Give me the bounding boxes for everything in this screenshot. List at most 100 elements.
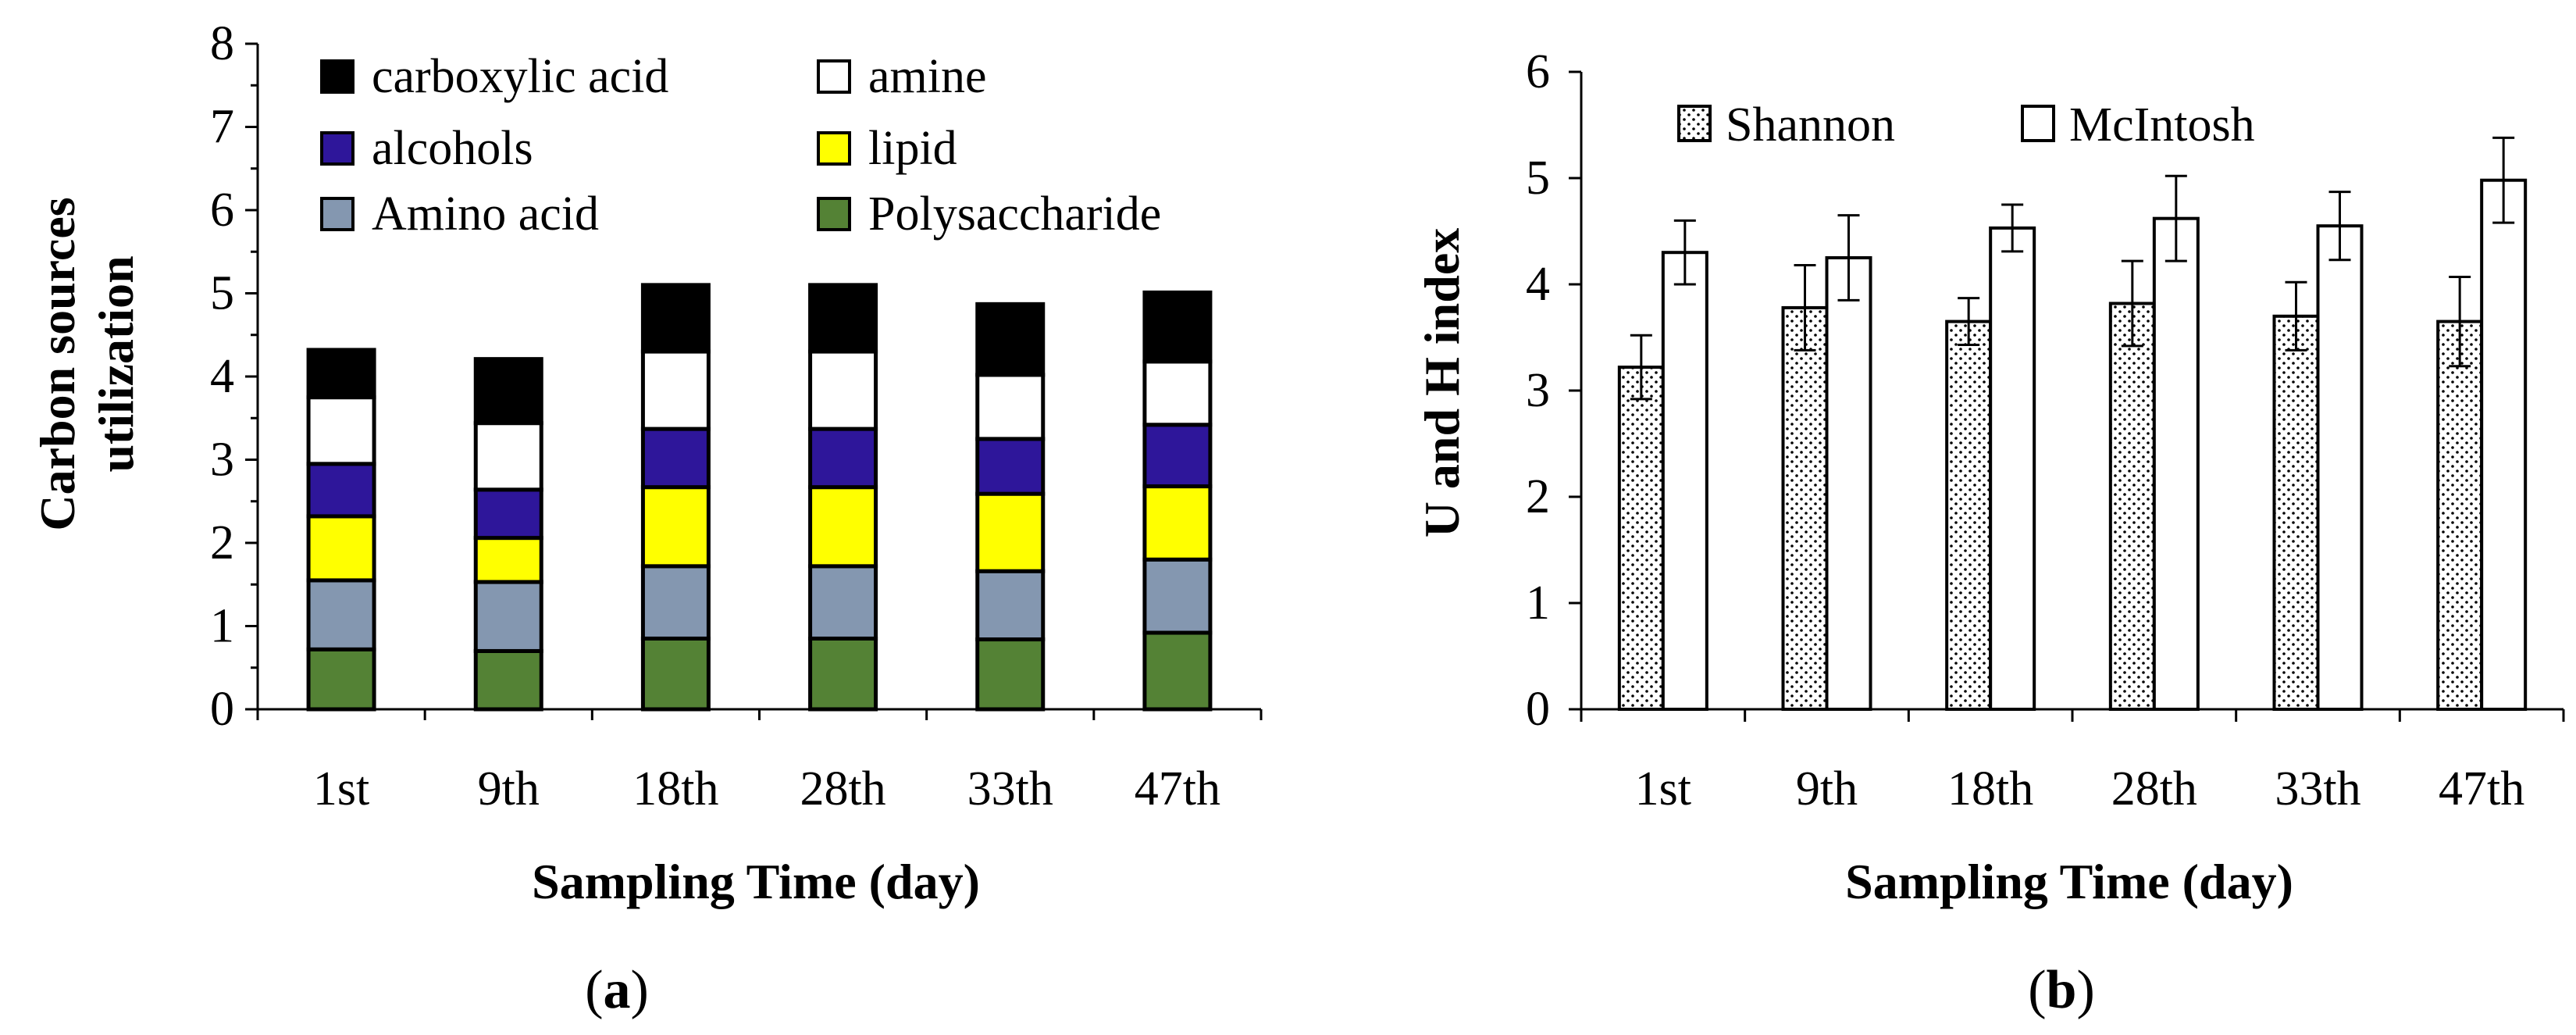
- chart-b-xtick-label: 28th: [2111, 762, 2197, 816]
- legend-label-amine: amine: [868, 50, 987, 103]
- legend-swatch-lipid: [817, 131, 851, 166]
- chart-a-xtick-label: 28th: [800, 762, 885, 816]
- chart-a-panel-label: (a): [585, 960, 649, 1020]
- bar-polysaccharide-47th: [1142, 630, 1213, 712]
- chart-b-xtick-label: 33th: [2275, 762, 2360, 816]
- bar-shannon-28th: [2108, 302, 2156, 712]
- legend-label-lipid: lipid: [868, 122, 957, 175]
- chart-b-ytick-label: 1: [1526, 576, 1550, 630]
- chart-b-ytick-label: 4: [1526, 258, 1550, 311]
- bar-amino-acid-1st: [306, 578, 376, 651]
- bar-amine-9th: [473, 421, 543, 492]
- legend-label-alcohols: alcohols: [372, 122, 533, 175]
- bar-amino-acid-33th: [975, 569, 1046, 642]
- chart-a-ylabel-line1: Carbon sources: [30, 197, 85, 530]
- chart-b-ylabel: U and H index: [1414, 228, 1470, 538]
- bar-amine-33th: [975, 373, 1046, 441]
- chart-b: 0 1 2 3 4 5 6 1st 9th 18th 28th 33th 47th Shannon Mc…: [1414, 45, 2565, 1020]
- legend-label-mcintosh: McIntosh: [2069, 98, 2255, 152]
- bar-shannon-33th: [2272, 314, 2320, 711]
- chart-a: 0 1 2 3 4 5 6 7 8 1st 9th 18th 28th 33th 47th carboxy…: [30, 17, 1263, 1020]
- bar-carboxylic-acid-47th: [1142, 290, 1213, 364]
- chart-b-xtick-label: 1st: [1635, 762, 1691, 816]
- chart-b-legend: Shannon McIntosh: [1677, 98, 2255, 152]
- bar-shannon-18th: [1945, 319, 1993, 711]
- bar-alcohols-18th: [640, 426, 711, 490]
- legend-swatch-polysaccharide: [817, 197, 851, 231]
- bar-shannon-1st: [1617, 366, 1665, 711]
- chart-a-xtick-label: 47th: [1135, 762, 1220, 816]
- bar-carboxylic-acid-28th: [808, 283, 878, 354]
- chart-a-ytick-label: 8: [210, 17, 234, 70]
- legend-swatch-shannon: [1677, 105, 1712, 142]
- bar-polysaccharide-1st: [306, 647, 376, 712]
- bar-mcintosh-33th: [2316, 224, 2364, 711]
- chart-b-xtick-label: 47th: [2439, 762, 2524, 816]
- bar-shannon-9th: [1781, 305, 1829, 712]
- chart-a-xtick-label: 33th: [967, 762, 1053, 816]
- chart-b-error-bars: [1630, 136, 2515, 401]
- bar-lipid-47th: [1142, 484, 1213, 562]
- chart-b-ytick-label: 2: [1526, 470, 1550, 523]
- chart-b-xtick-label: 9th: [1796, 762, 1858, 816]
- bar-lipid-28th: [808, 485, 878, 569]
- bar-mcintosh-47th: [2480, 178, 2528, 712]
- chart-b-xtick-label: 18th: [1947, 762, 2033, 816]
- bar-alcohols-28th: [808, 426, 878, 490]
- bar-amine-1st: [306, 395, 376, 466]
- chart-a-ytick-label: 2: [210, 516, 234, 569]
- chart-a-ytick-label: 1: [210, 600, 234, 653]
- bar-amine-18th: [640, 349, 711, 431]
- bar-amino-acid-9th: [473, 580, 543, 653]
- legend-swatch-carboxylic-acid: [320, 59, 355, 94]
- bar-lipid-9th: [473, 536, 543, 584]
- bar-lipid-18th: [640, 485, 711, 569]
- chart-a-bars: [306, 283, 1213, 712]
- bar-carboxylic-acid-1st: [306, 348, 376, 400]
- chart-a-ytick-label: 3: [210, 434, 234, 487]
- chart-a-ytick-label: 7: [210, 101, 234, 154]
- legend-swatch-amino-acid: [320, 197, 355, 231]
- legend-label-shannon: Shannon: [1726, 98, 1895, 152]
- bar-alcohols-33th: [975, 437, 1046, 496]
- bar-alcohols-9th: [473, 487, 543, 541]
- bar-amino-acid-18th: [640, 564, 711, 641]
- chart-a-ytick-label: 4: [210, 350, 234, 403]
- bar-mcintosh-18th: [1989, 226, 2036, 712]
- bar-amino-acid-28th: [808, 564, 878, 641]
- chart-a-ytick-label: 6: [210, 184, 234, 237]
- bar-carboxylic-acid-9th: [473, 357, 543, 426]
- bar-mcintosh-9th: [1825, 256, 1872, 711]
- legend-label-amino-acid: Amino acid: [372, 187, 599, 241]
- bar-lipid-1st: [306, 514, 376, 583]
- chart-b-xlabel: Sampling Time (day): [1845, 854, 2293, 909]
- legend-label-polysaccharide: Polysaccharide: [868, 187, 1161, 241]
- bar-mcintosh-28th: [2152, 216, 2200, 711]
- chart-a-xlabel: Sampling Time (day): [532, 854, 980, 909]
- bar-alcohols-47th: [1142, 423, 1213, 489]
- chart-a-legend: carboxylic acid amine alcohols lipid Amino a…: [320, 50, 1161, 241]
- bar-polysaccharide-28th: [808, 636, 878, 712]
- bar-amino-acid-47th: [1142, 557, 1213, 635]
- chart-a-xtick-label: 1st: [313, 762, 369, 816]
- legend-swatch-mcintosh: [2021, 105, 2055, 142]
- chart-b-ytick-label: 6: [1526, 45, 1550, 98]
- chart-b-panel-label: (b): [2028, 960, 2095, 1020]
- legend-swatch-amine: [817, 59, 851, 94]
- chart-a-ylabel-line2: utilization: [88, 255, 144, 472]
- chart-a-xtick-label: 18th: [632, 762, 718, 816]
- bar-polysaccharide-33th: [975, 637, 1046, 712]
- legend-label-carboxylic-acid: carboxylic acid: [372, 50, 668, 103]
- bar-polysaccharide-9th: [473, 648, 543, 712]
- chart-a-ytick-label: 0: [210, 683, 234, 736]
- bar-amine-47th: [1142, 359, 1213, 427]
- bar-mcintosh-1st: [1661, 251, 1708, 711]
- chart-a-xtick-label: 9th: [478, 762, 540, 816]
- chart-b-ytick-label: 5: [1526, 152, 1550, 205]
- bar-carboxylic-acid-18th: [640, 283, 711, 354]
- bar-amine-28th: [808, 349, 878, 431]
- chart-b-ytick-label: 0: [1526, 683, 1550, 736]
- bar-shannon-47th: [2436, 319, 2484, 711]
- chart-b-bars: [1617, 178, 2528, 712]
